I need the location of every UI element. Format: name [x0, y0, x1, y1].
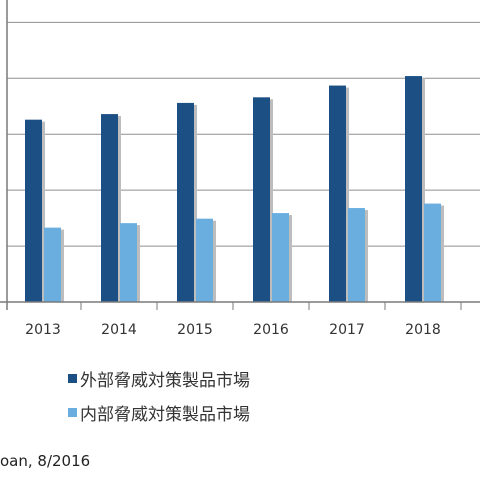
bar — [424, 203, 441, 302]
bar — [253, 97, 270, 302]
x-tick-label: 2014 — [101, 322, 137, 338]
x-tick-label: 2013 — [25, 322, 61, 338]
gridlines — [7, 21, 480, 247]
x-tick-label: 2015 — [177, 322, 213, 338]
bar — [329, 85, 346, 302]
bar — [405, 76, 422, 302]
bar — [101, 114, 118, 302]
legend-swatch-internal — [68, 407, 77, 417]
bar — [44, 227, 61, 302]
legend-item-external: 外部脅威対策製品市場 — [68, 365, 250, 391]
legend: 外部脅威対策製品市場 内部脅威対策製品市場 — [68, 365, 250, 433]
bars — [25, 76, 444, 302]
legend-item-internal: 内部脅威対策製品市場 — [68, 399, 250, 425]
x-tick-labels: 2013201420152016201720182 — [25, 322, 441, 338]
axes — [0, 0, 480, 310]
x-tick-label: 2017 — [329, 322, 365, 338]
legend-label-external: 外部脅威対策製品市場 — [80, 370, 250, 391]
source-note: oan, 8/2016 — [0, 452, 91, 470]
legend-swatch-external — [68, 373, 77, 383]
bar — [120, 223, 137, 302]
x-tick-label: 2016 — [253, 322, 289, 338]
bar — [348, 208, 365, 302]
bar — [196, 218, 213, 302]
bar — [272, 213, 289, 302]
bar — [177, 102, 194, 302]
x-tick-label: 2018 — [405, 322, 441, 338]
legend-label-internal: 内部脅威対策製品市場 — [80, 404, 250, 425]
bar — [25, 119, 42, 302]
